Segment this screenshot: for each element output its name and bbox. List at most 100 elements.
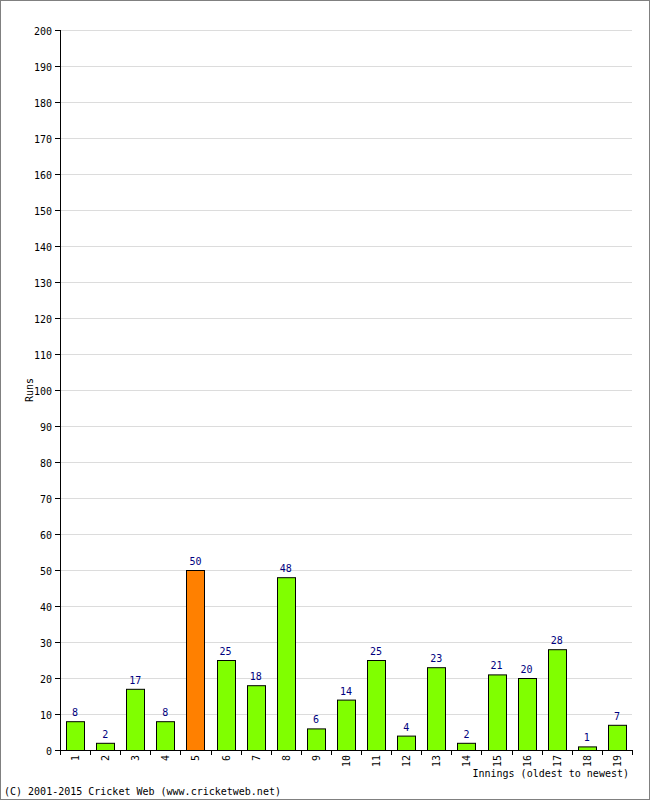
x-tick-label: 13	[431, 755, 442, 767]
grid-line	[60, 606, 632, 607]
x-tick-label: 15	[492, 755, 503, 767]
y-tick-label: 150	[34, 206, 52, 217]
x-tick-label: 4	[160, 755, 171, 761]
y-tick-label: 100	[34, 386, 52, 397]
data-label: 20	[521, 664, 533, 675]
x-tick	[542, 750, 543, 755]
x-tick	[60, 750, 61, 755]
x-tick-label: 9	[311, 755, 322, 761]
x-tick-label: 10	[341, 755, 352, 767]
y-tick	[55, 102, 60, 103]
x-tick-label: 19	[612, 755, 623, 767]
x-axis-label: Innings (oldest to newest)	[472, 768, 629, 779]
bar	[428, 668, 446, 750]
data-label: 25	[220, 646, 232, 657]
bar	[519, 679, 537, 751]
data-label: 1	[584, 732, 590, 743]
x-tick-label: 12	[401, 755, 412, 767]
y-tick	[55, 642, 60, 643]
grid-line	[60, 534, 632, 535]
data-label: 23	[430, 653, 442, 664]
grid-line	[60, 318, 632, 319]
x-tick-label: 17	[552, 755, 563, 767]
data-label: 21	[491, 660, 503, 671]
bar	[489, 675, 507, 750]
grid-line	[60, 138, 632, 139]
x-tick	[241, 750, 242, 755]
y-tick-label: 70	[40, 494, 52, 505]
bars	[67, 571, 627, 751]
x-tick	[331, 750, 332, 755]
y-tick-label: 20	[40, 674, 52, 685]
bar	[458, 743, 476, 750]
bar	[368, 661, 386, 751]
x-tick	[361, 750, 362, 755]
x-tick-label: 5	[190, 755, 201, 761]
y-tick	[55, 30, 60, 31]
y-tick-label: 60	[40, 530, 52, 541]
grid-line	[60, 462, 632, 463]
y-tick	[55, 606, 60, 607]
y-tick	[55, 174, 60, 175]
data-label: 7	[614, 711, 620, 722]
bar	[609, 725, 627, 750]
y-tick-label: 90	[40, 422, 52, 433]
x-tick	[421, 750, 422, 755]
grid-line	[60, 570, 632, 571]
x-tick	[391, 750, 392, 755]
bar	[187, 571, 205, 751]
x-tick-label: 1	[70, 755, 81, 761]
y-tick	[55, 462, 60, 463]
x-tick	[90, 750, 91, 755]
x-tick-label: 16	[522, 755, 533, 767]
bar	[398, 736, 416, 750]
data-label: 25	[370, 646, 382, 657]
y-tick	[55, 750, 60, 751]
y-tick	[55, 246, 60, 247]
y-tick	[55, 570, 60, 571]
frame	[1, 1, 650, 800]
grid-line	[60, 282, 632, 283]
bar	[549, 650, 567, 750]
data-label: 2	[463, 729, 469, 740]
y-tick	[55, 318, 60, 319]
y-axis	[60, 30, 61, 750]
bar	[97, 743, 115, 750]
y-tick-label: 50	[40, 566, 52, 577]
grid-line	[60, 246, 632, 247]
bar	[67, 722, 85, 750]
data-label: 14	[340, 686, 352, 697]
x-tick-label: 18	[582, 755, 593, 767]
data-label: 18	[250, 671, 262, 682]
bar	[218, 661, 236, 751]
y-tick	[55, 390, 60, 391]
grid-line	[60, 30, 632, 31]
grid-line	[60, 210, 632, 211]
y-tick-label: 30	[40, 638, 52, 649]
y-tick-label: 110	[34, 350, 52, 361]
grid-line	[60, 498, 632, 499]
grid-line	[60, 678, 632, 679]
y-axis-label: Runs	[24, 378, 35, 402]
y-tick-label: 190	[34, 62, 52, 73]
x-tick	[271, 750, 272, 755]
y-tick-label: 170	[34, 134, 52, 145]
x-tick	[451, 750, 452, 755]
y-tick-label: 160	[34, 170, 52, 181]
y-tick-label: 120	[34, 314, 52, 325]
x-tick-label: 6	[221, 755, 232, 761]
grid-line	[60, 66, 632, 67]
x-tick	[632, 750, 633, 755]
y-tick-label: 0	[46, 746, 52, 757]
data-label: 17	[129, 675, 141, 686]
y-tick	[55, 138, 60, 139]
x-tick	[211, 750, 212, 755]
bar	[157, 722, 175, 750]
y-tick-label: 140	[34, 242, 52, 253]
bar	[248, 686, 266, 750]
x-tick	[150, 750, 151, 755]
x-tick-label: 2	[100, 755, 111, 761]
credit: (C) 2001-2015 Cricket Web (www.cricketwe…	[4, 786, 281, 797]
data-label: 28	[551, 635, 563, 646]
y-tick	[55, 534, 60, 535]
